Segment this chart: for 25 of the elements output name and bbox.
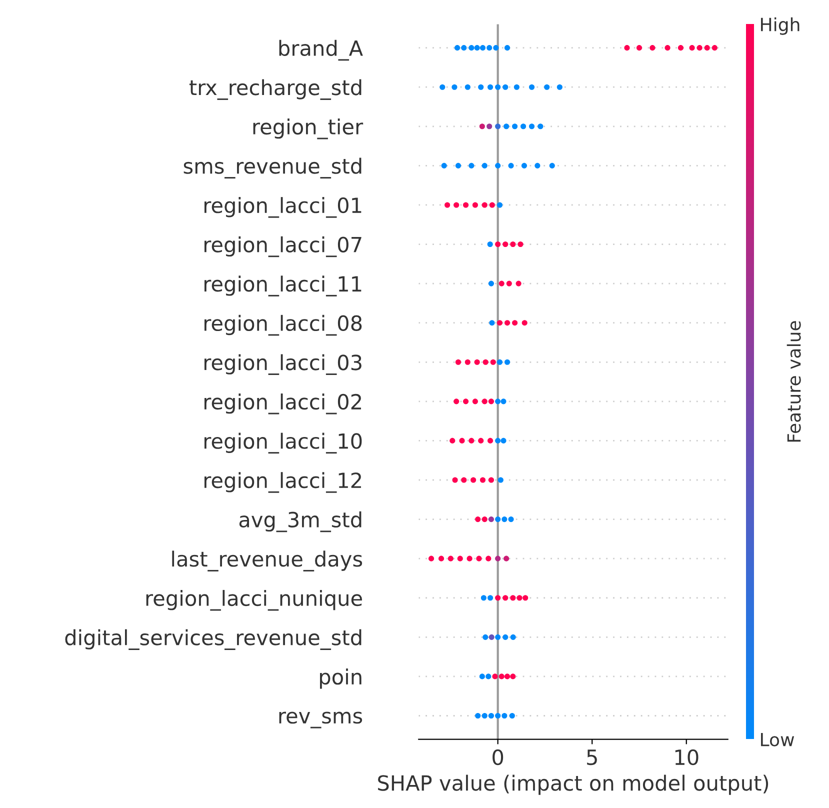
y-tick-label: brand_A — [279, 40, 363, 61]
y-tick-label: region_lacci_08 — [204, 314, 362, 336]
y-tick-label: region_lacci_03 — [204, 354, 362, 375]
y-tick-label: avg_3m_std — [239, 511, 362, 532]
y-tick-label: rev_sms — [279, 712, 362, 728]
color-bar-title: Feature value — [786, 321, 801, 442]
x-tick-label: 5 — [587, 750, 597, 766]
y-tick-label: region_lacci_02 — [204, 394, 361, 414]
y-tick-label: region_tier — [253, 118, 364, 140]
y-tick-label: poin — [320, 668, 362, 689]
y-tick-label: region_lacci_12 — [204, 472, 361, 493]
y-tick-label: region_lacci_11 — [204, 276, 362, 296]
y-tick-label: sms_revenue_std — [184, 158, 362, 179]
color-bar-label: High — [761, 17, 800, 35]
color-bar-label: Low — [761, 733, 794, 746]
x-tick-label: 0 — [492, 749, 504, 766]
y-tick-label: region_lacci_nunique — [146, 590, 362, 611]
y-tick-label: region_lacci_10 — [204, 432, 362, 454]
y-tick-label: last_revenue_days — [172, 550, 362, 572]
y-tick-label: digital_services_revenue_std — [65, 629, 362, 650]
y-tick-label: trx_recharge_std — [189, 79, 362, 100]
x-tick-label: 10 — [675, 749, 698, 766]
y-tick-label: region_lacci_07 — [204, 236, 362, 258]
y-tick-label: region_lacci_01 — [204, 197, 362, 218]
x-axis-title: SHAP value (impact on model output) — [378, 774, 768, 795]
